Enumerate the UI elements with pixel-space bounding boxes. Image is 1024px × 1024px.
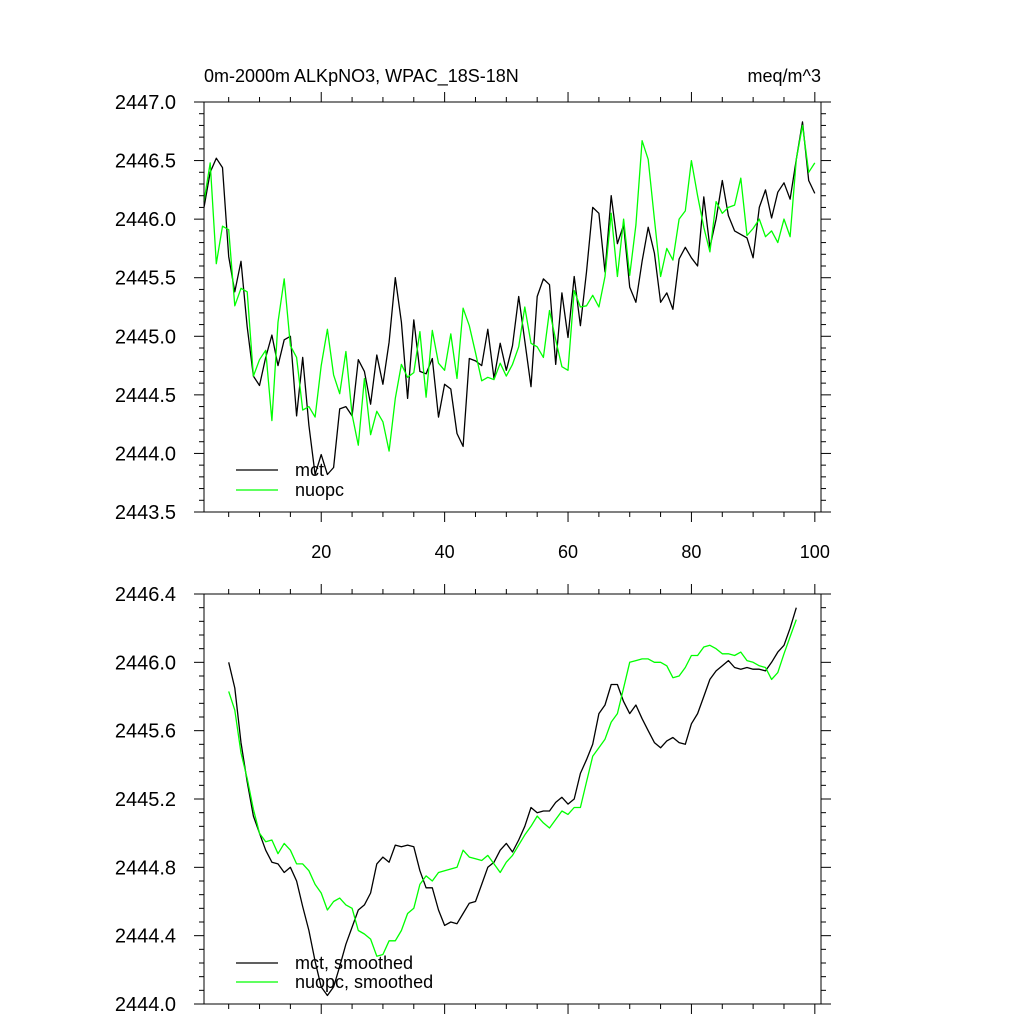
y-tick-label: 2446.0: [115, 652, 176, 674]
bottom-legend: mct, smoothed nuopc, smoothed: [236, 953, 433, 992]
y-tick-label: 2446.0: [115, 209, 176, 231]
y-tick-label: 2444.4: [115, 926, 176, 948]
x-tick-label: 80: [681, 542, 701, 562]
top-panel-units: meq/m^3: [748, 66, 821, 86]
series-line-nuopc: [203, 124, 816, 452]
y-tick-label: 2446.4: [115, 584, 176, 606]
y-tick-label: 2445.0: [115, 326, 176, 348]
series-line-nuopc-smoothed: [228, 619, 797, 957]
x-tick-label: 20: [311, 542, 331, 562]
y-tick-label: 2445.2: [115, 789, 176, 811]
top-panel: 0m-2000m ALKpNO3, WPAC_18S-18N meq/m^3 2…: [115, 66, 831, 562]
y-tick-label: 2444.5: [115, 385, 176, 407]
series-line-mct-smoothed: [228, 607, 797, 997]
y-tick-label: 2445.5: [115, 268, 176, 290]
x-tick-label: 40: [435, 542, 455, 562]
y-tick-label: 2446.5: [115, 151, 176, 173]
legend-label-nuopc-smoothed: nuopc, smoothed: [295, 972, 433, 992]
x-tick-label: 60: [558, 542, 578, 562]
y-tick-label: 2447.0: [115, 92, 176, 114]
y-tick-label: 2445.6: [115, 721, 176, 743]
legend-label-mct-smoothed: mct, smoothed: [295, 953, 413, 973]
bottom-panel: 2444.0 2444.4 2444.8 2445.2 2445.6 2446.0 2446…: [115, 584, 831, 1016]
y-tick-label: 2444.0: [115, 994, 176, 1016]
y-tick-label: 2443.5: [115, 502, 176, 524]
top-panel-title: 0m-2000m ALKpNO3, WPAC_18S-18N: [204, 66, 519, 87]
top-legend: mct nuopc: [236, 460, 344, 500]
y-tick-label: 2444.8: [115, 857, 176, 879]
bottom-plot-frame: [203, 593, 822, 1005]
y-tick-label: 2444.0: [115, 443, 176, 465]
x-tick-label: 100: [800, 542, 830, 562]
series-line-mct: [203, 121, 816, 476]
top-plot-frame: [203, 101, 822, 513]
legend-label-mct: mct: [295, 460, 324, 480]
legend-label-nuopc: nuopc: [295, 480, 344, 500]
